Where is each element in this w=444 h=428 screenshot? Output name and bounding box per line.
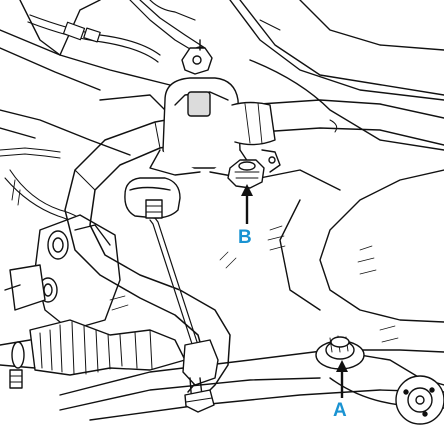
clamp-bolt-b (227, 149, 281, 189)
bushing-rubber (231, 101, 276, 146)
callout-arrowhead-b (241, 184, 253, 196)
callout-label-b: B (238, 227, 252, 248)
brake-lines (0, 147, 96, 237)
cv-boot (0, 319, 186, 389)
bushing-clamp (149, 39, 253, 177)
callout-arrows (241, 184, 348, 398)
shading-hatch (109, 225, 399, 343)
stabilizer-link (124, 177, 219, 413)
callout-label-a: A (333, 400, 347, 421)
subframe (0, 0, 444, 323)
mount-bolt-a (315, 335, 365, 370)
callout-arrowhead-a (336, 360, 348, 372)
steering-knuckle (4, 214, 121, 331)
brake-disc (395, 375, 444, 425)
